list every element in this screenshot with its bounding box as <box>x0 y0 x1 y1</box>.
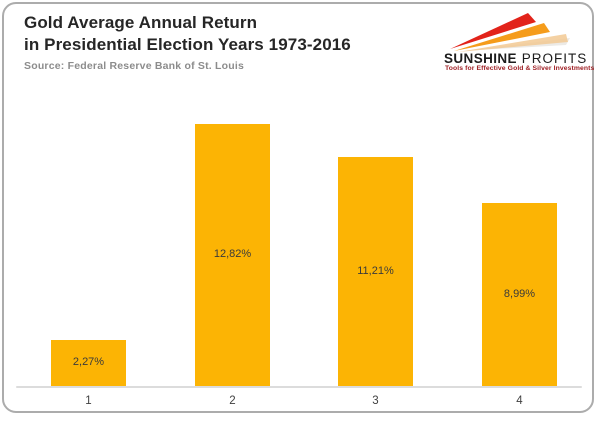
bar-value-label: 2,27% <box>72 356 105 368</box>
bar <box>195 124 270 386</box>
logo-tagline: Tools for Effective Gold & Silver Invest… <box>445 65 595 72</box>
sunshine-profits-logo: SUNSHINE PROFITS Tools for Effective Gol… <box>440 10 594 74</box>
bar <box>482 203 557 386</box>
chart-source: Source: Federal Reserve Bank of St. Loui… <box>24 60 245 72</box>
chart-title-line2: in Presidential Election Years 1973-2016 <box>24 35 351 54</box>
logo-brand-light: PROFITS <box>516 51 588 66</box>
x-axis-tick-label: 3 <box>372 395 379 407</box>
chart-card: Gold Average Annual Return in Presidenti… <box>2 2 594 413</box>
x-axis-tick-label: 2 <box>229 395 236 407</box>
chart-header: Gold Average Annual Return in Presidenti… <box>24 12 444 72</box>
bar <box>51 340 126 386</box>
bar-chart: 2,27% 1 12,82% 2 11,21% 3 8,99% 4 <box>4 4 600 423</box>
x-axis-tick-label: 1 <box>85 395 92 407</box>
chart-title-line1: Gold Average Annual Return <box>24 13 258 32</box>
logo-brand-bold: SUNSHINE <box>444 51 517 66</box>
bar-value-label: 11,21% <box>357 265 394 277</box>
bar-value-label: 12,82% <box>213 248 252 260</box>
sunburst-rays-icon <box>450 13 570 52</box>
logo-brand-name: SUNSHINE PROFITS <box>444 51 587 66</box>
bar <box>338 157 413 386</box>
x-axis-tick-label: 4 <box>516 395 523 407</box>
x-axis-line <box>16 386 582 388</box>
bar-value-label: 8,99% <box>503 288 536 300</box>
